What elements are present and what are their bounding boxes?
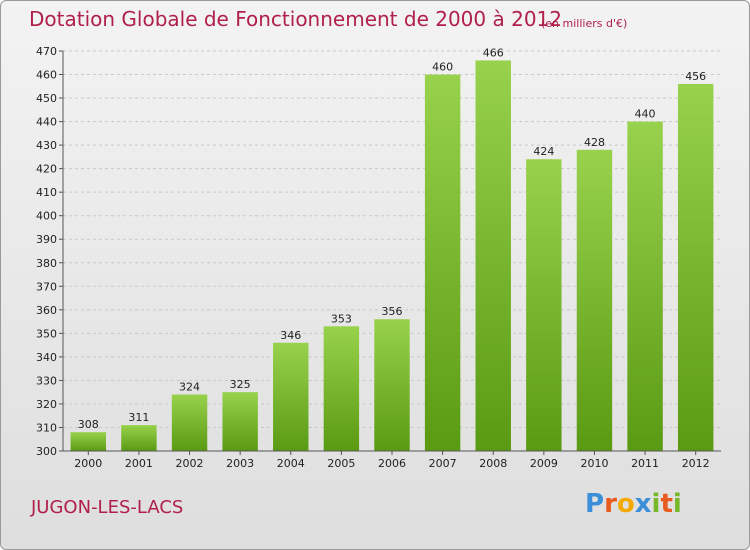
x-tick-label: 2004 xyxy=(277,457,305,470)
x-tick-label: 2005 xyxy=(327,457,355,470)
y-tick-label: 420 xyxy=(36,163,57,176)
y-tick-label: 350 xyxy=(36,327,57,340)
x-tick-label: 2003 xyxy=(226,457,254,470)
logo-letter: P xyxy=(585,489,605,519)
data-label: 440 xyxy=(635,108,656,121)
bar xyxy=(323,326,360,451)
bar xyxy=(677,83,714,452)
y-tick-label: 360 xyxy=(36,304,57,317)
data-label: 428 xyxy=(584,136,605,149)
chart-title: Dotation Globale de Fonctionnement de 20… xyxy=(29,7,562,31)
data-label: 356 xyxy=(382,305,403,318)
x-tick-label: 2012 xyxy=(682,457,710,470)
bar xyxy=(576,149,613,451)
y-tick-label: 330 xyxy=(36,374,57,387)
data-label: 456 xyxy=(685,70,706,83)
x-tick-label: 2008 xyxy=(479,457,507,470)
x-tick-label: 2007 xyxy=(429,457,457,470)
y-tick-label: 380 xyxy=(36,257,57,270)
x-tick-label: 2011 xyxy=(631,457,659,470)
data-label: 424 xyxy=(533,145,554,158)
bar xyxy=(475,60,511,451)
data-label: 466 xyxy=(483,46,504,59)
x-tick-label: 2001 xyxy=(125,457,153,470)
bar xyxy=(171,394,208,451)
y-tick-label: 300 xyxy=(36,445,57,458)
data-label: 311 xyxy=(128,411,149,424)
bar xyxy=(424,74,461,451)
data-label: 353 xyxy=(331,312,352,325)
y-tick-label: 470 xyxy=(36,45,57,58)
bar xyxy=(121,425,157,451)
city-name: JUGON-LES-LACS xyxy=(31,497,184,518)
logo-letter: r xyxy=(604,489,617,519)
y-tick-label: 370 xyxy=(36,280,57,293)
logo-letter: t xyxy=(660,489,673,519)
bar xyxy=(526,159,562,451)
data-label: 308 xyxy=(78,418,99,431)
y-tick-label: 460 xyxy=(36,69,57,82)
y-tick-label: 440 xyxy=(36,116,57,129)
y-tick-label: 340 xyxy=(36,351,57,364)
bar xyxy=(70,432,107,451)
x-tick-label: 2006 xyxy=(378,457,406,470)
data-label: 460 xyxy=(432,61,453,74)
y-tick-label: 320 xyxy=(36,398,57,411)
logo-letter: o xyxy=(616,489,635,519)
x-tick-label: 2002 xyxy=(176,457,204,470)
bar xyxy=(222,392,258,451)
data-label: 324 xyxy=(179,381,200,394)
y-tick-label: 400 xyxy=(36,210,57,223)
data-label: 346 xyxy=(280,329,301,342)
chart-unit: (en milliers d'€) xyxy=(541,17,628,30)
data-label: 325 xyxy=(230,378,251,391)
x-tick-label: 2009 xyxy=(530,457,558,470)
y-tick-label: 450 xyxy=(36,92,57,105)
bar xyxy=(627,121,663,452)
x-tick-label: 2010 xyxy=(580,457,608,470)
logo-letter: i xyxy=(672,489,682,519)
bar xyxy=(273,342,309,451)
logo-letter: i xyxy=(651,489,661,519)
proxiti-logo[interactable]: Proxiti xyxy=(585,489,682,519)
x-tick-label: 2000 xyxy=(74,457,102,470)
y-tick-label: 310 xyxy=(36,421,57,434)
y-tick-label: 390 xyxy=(36,233,57,246)
y-tick-label: 410 xyxy=(36,186,57,199)
logo-letter: x xyxy=(634,489,652,519)
bar xyxy=(374,319,410,451)
y-tick-label: 430 xyxy=(36,139,57,152)
